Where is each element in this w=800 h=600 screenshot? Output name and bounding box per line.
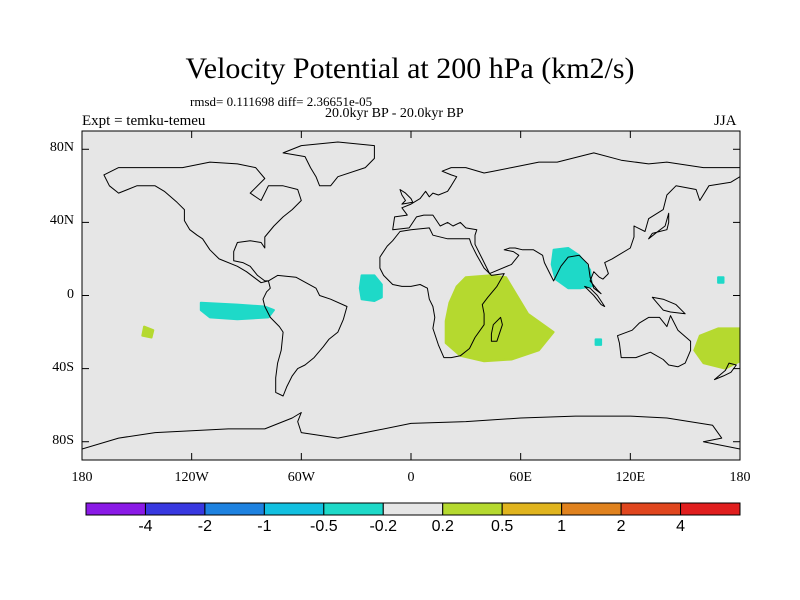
anomaly-regions	[141, 247, 740, 370]
colorbar-label: 0.5	[491, 518, 514, 535]
lon-tick-label: 60E	[509, 470, 532, 485]
coastline-8	[648, 212, 670, 240]
colorbar-label: 4	[676, 518, 685, 535]
colorbar-label: -1	[257, 518, 272, 535]
lat-tick-label: 40S	[52, 359, 74, 375]
lat-tick-label: 40N	[49, 213, 74, 229]
experiment-label: Expt = temku-temeu	[82, 113, 206, 129]
coastline-5	[617, 315, 692, 368]
colorbar-swatch	[620, 502, 682, 516]
lon-tick-label: 180	[729, 470, 751, 485]
lon-tick-label: 60W	[287, 470, 315, 485]
coastlines	[82, 141, 740, 460]
coastline-10	[651, 296, 686, 315]
region-tasman-sea-positive	[693, 327, 740, 370]
colorbar	[85, 502, 741, 516]
colorbar-label: 2	[616, 518, 626, 535]
period-line: 20.0kyr BP - 20.0kyr BP	[325, 106, 464, 121]
region-west-pacific-negative	[717, 276, 725, 284]
coastline-2	[282, 141, 375, 187]
lon-tick-label: 120E	[615, 470, 646, 485]
colorbar-label: -4	[138, 518, 153, 535]
colorbar-swatch	[442, 502, 503, 516]
lat-tick-label: 80S	[52, 432, 74, 448]
coastline-6	[490, 316, 503, 342]
region-indonesia-negative	[594, 338, 603, 346]
colorbar-label: -0.2	[369, 518, 398, 535]
colorbar-swatch	[680, 502, 741, 516]
colorbar-swatch	[263, 502, 325, 516]
season-label: JJA	[714, 113, 737, 129]
map-background	[82, 131, 740, 460]
coastline-3	[379, 227, 505, 359]
colorbar-swatch	[382, 502, 444, 516]
coastline-0	[103, 161, 302, 284]
region-east-pacific-negative	[199, 301, 275, 321]
lat-tick-label: 80N	[49, 140, 74, 156]
coastline-11	[713, 362, 737, 381]
lon-tick-label: 0	[407, 470, 415, 485]
lon-tick-label: 120W	[174, 470, 209, 485]
region-south-pacific-positive	[141, 325, 155, 339]
coastline-9	[584, 285, 606, 307]
coastline-1	[262, 274, 348, 397]
coastline-7	[399, 189, 414, 205]
chart-title: Velocity Potential at 200 hPa (km2/s)	[185, 52, 635, 85]
colorbar-swatch	[204, 502, 265, 516]
lon-tick-label: 180	[71, 470, 93, 485]
colorbar-label: 1	[557, 518, 567, 535]
stats-line: rmsd= 0.111698 diff= 2.36651e-05	[190, 94, 373, 109]
colorbar-label: 0.2	[431, 518, 454, 535]
region-tropical-atlantic-negative	[358, 274, 383, 302]
colorbar-swatch	[561, 502, 622, 516]
colorbar-swatch	[144, 502, 206, 516]
axis-ticks	[81, 131, 741, 460]
colorbar-swatch	[501, 502, 563, 516]
colorbar-swatch	[85, 502, 146, 516]
coastline-4	[392, 152, 740, 295]
colorbar-label: -0.5	[310, 518, 338, 535]
coastline-12	[82, 412, 740, 460]
colorbar-swatch	[323, 502, 384, 516]
colorbar-label: -2	[197, 518, 213, 535]
lat-tick-label: 0	[67, 286, 74, 302]
